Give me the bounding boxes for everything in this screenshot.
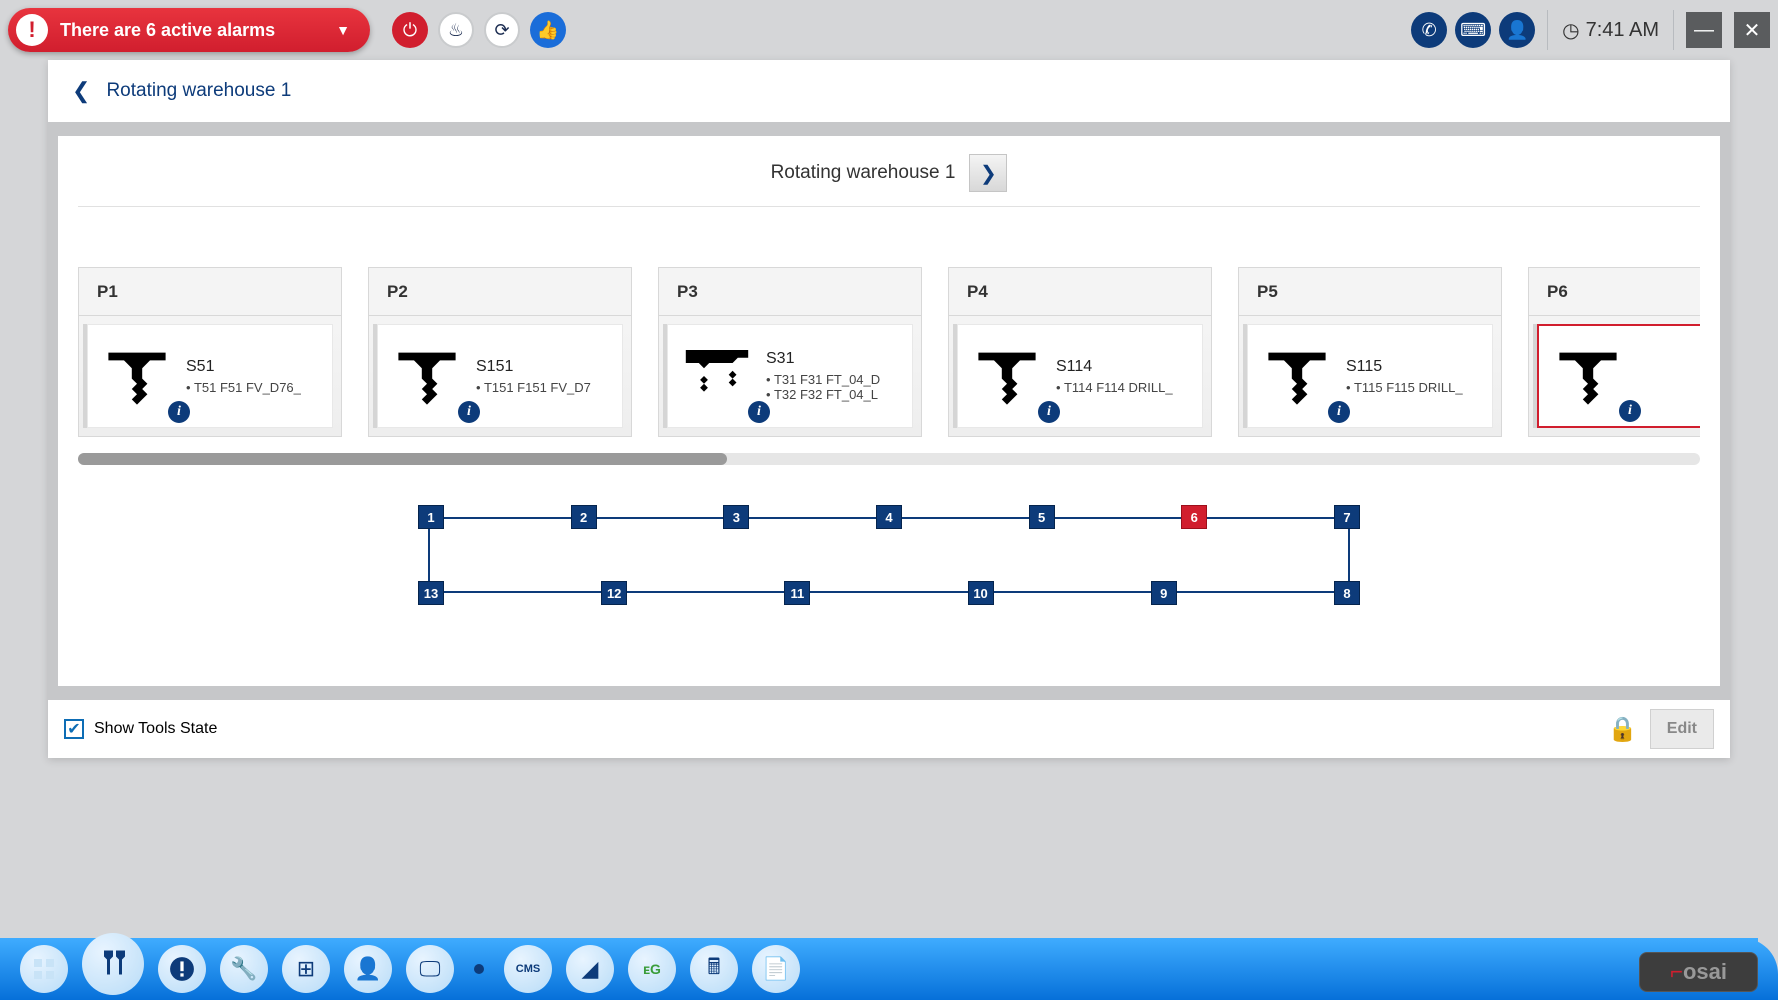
tool-position-label: P3 [659,268,921,316]
phone-button[interactable]: ✆ [1411,12,1447,48]
next-warehouse-button[interactable]: ❯ [969,154,1007,192]
lock-icon: 🔒 [1608,715,1638,744]
tool-card-body: S151 T151 F151 FV_D7i [377,324,623,428]
taskbar-tools-button[interactable] [82,933,144,995]
taskbar-user-button[interactable]: 👤 [344,945,392,993]
tool-detail-line: T51 F51 FV_D76_ [186,380,322,395]
tool-card[interactable]: P1 S51 T51 F51 FV_D76_i [78,267,342,437]
tool-position-label: P1 [79,268,341,316]
tool-position-label: P4 [949,268,1211,316]
tool-card[interactable]: P4 S114 T114 F114 DRILL_i [948,267,1212,437]
edit-button[interactable]: Edit [1650,709,1714,749]
node-diagram: 1234567 1312111098 [418,505,1360,605]
time-text: 7:41 AM [1586,19,1659,42]
alert-icon: ! [16,14,48,46]
taskbar-notes-button[interactable]: 📄 [752,945,800,993]
position-node[interactable]: 10 [968,581,994,605]
horizontal-scrollbar[interactable] [78,453,1700,465]
alarm-banner[interactable]: ! There are 6 active alarms ▼ [8,8,370,52]
chevron-down-icon: ▼ [336,22,350,38]
top-right-group: ✆ ⌨ 👤 ◷ 7:41 AM — ✕ [1411,10,1770,50]
position-node[interactable]: 6 [1181,505,1207,529]
position-node[interactable]: 11 [784,581,810,605]
tool-detail-line: T32 F32 FT_04_L [766,387,902,402]
tool-card-body: S51 T51 F51 FV_D76_i [87,324,333,428]
checkbox-label: Show Tools State [94,720,217,738]
tool-position-label: P6 [1529,268,1700,316]
tool-name: S51 [186,358,322,376]
section-title: Rotating warehouse 1 [771,162,956,184]
info-icon[interactable]: i [168,401,190,423]
brand-logo: ⌐osai [1639,952,1758,992]
tool-name: S151 [476,358,612,376]
position-node[interactable]: 4 [876,505,902,529]
position-node[interactable]: 12 [601,581,627,605]
machine-button[interactable]: ⌨ [1455,12,1491,48]
thumbs-up-button[interactable]: 👍 [530,12,566,48]
taskbar-alert-button[interactable] [158,945,206,993]
tool-card[interactable]: P6 i [1528,267,1700,437]
headset-button[interactable]: ⟳ [484,12,520,48]
taskbar-cms-button[interactable]: CMS [504,945,552,993]
position-node[interactable]: 2 [571,505,597,529]
flame-button[interactable]: ♨ [438,12,474,48]
close-button[interactable]: ✕ [1734,12,1770,48]
tool-position-label: P2 [369,268,631,316]
tool-name: S115 [1346,358,1482,376]
info-icon[interactable]: i [1328,401,1350,423]
tool-card[interactable]: P5 S115 T115 F115 DRILL_i [1238,267,1502,437]
position-node[interactable]: 5 [1029,505,1055,529]
tool-name: S114 [1056,358,1192,376]
taskbar-window-button[interactable]: 🖵 [406,945,454,993]
tool-card-body: S31 T31 F31 FT_04_DT32 F32 FT_04_Li [667,324,913,428]
taskbar-eg-button[interactable]: ᴇG [628,945,676,993]
position-node[interactable]: 7 [1334,505,1360,529]
main-card: ❮ Rotating warehouse 1 Rotating warehous… [48,60,1730,758]
info-icon[interactable]: i [748,401,770,423]
breadcrumb: ❮ Rotating warehouse 1 [48,60,1730,122]
alarm-text: There are 6 active alarms [60,20,275,41]
info-icon[interactable]: i [1038,401,1060,423]
tool-row: P1 S51 T51 F51 FV_D76_i P2 S151 T151 F151 FV_… [78,267,1700,453]
minimize-button[interactable]: — [1686,12,1722,48]
tool-name: S31 [766,350,902,368]
tool-card[interactable]: P2 S151 T151 F151 FV_D7i [368,267,632,437]
status-bar: ✔ Show Tools State 🔒 Edit [48,700,1730,758]
tool-card[interactable]: P3 S31 T31 F31 FT_04_DT32 F32 FT_04_Li [658,267,922,437]
taskbar-app1-button[interactable]: ◢ [566,945,614,993]
tool-detail-line: T31 F31 FT_04_D [766,372,902,387]
position-node[interactable]: 3 [723,505,749,529]
position-node[interactable]: 13 [418,581,444,605]
position-node[interactable]: 8 [1334,581,1360,605]
tool-position-label: P5 [1239,268,1501,316]
show-tools-state-checkbox[interactable]: ✔ [64,719,84,739]
taskbar-grid-button[interactable] [20,945,68,993]
power-button[interactable]: ⏻ [392,12,428,48]
back-button[interactable]: ❮ [72,78,90,104]
info-icon[interactable]: i [1619,400,1641,422]
taskbar-wrench-button[interactable]: 🔧 [220,945,268,993]
section-header: Rotating warehouse 1 ❯ [78,154,1700,207]
taskbar-separator [474,964,484,974]
tool-detail-line: T151 F151 FV_D7 [476,380,612,395]
tool-detail-line: T114 F114 DRILL_ [1056,380,1192,395]
clock-display: ◷ 7:41 AM [1547,10,1674,50]
tool-detail-line: T115 F115 DRILL_ [1346,380,1482,395]
position-node[interactable]: 1 [418,505,444,529]
taskbar-calc-button[interactable]: 🖩 [690,945,738,993]
tool-card-body: S115 T115 F115 DRILL_i [1247,324,1493,428]
top-icon-group-left: ⏻ ♨ ⟳ 👍 [392,12,566,48]
position-node[interactable]: 9 [1151,581,1177,605]
clock-icon: ◷ [1562,18,1579,43]
tool-card-body: i [1537,324,1700,428]
scrollbar-thumb[interactable] [78,453,727,465]
breadcrumb-title: Rotating warehouse 1 [106,80,291,102]
taskbar-layout-button[interactable]: ⊞ [282,945,330,993]
taskbar: 🔧 ⊞ 👤 🖵 CMS ◢ ᴇG 🖩 📄 ⌐osai [0,938,1778,1000]
tool-card-body: S114 T114 F114 DRILL_i [957,324,1203,428]
top-bar: ! There are 6 active alarms ▼ ⏻ ♨ ⟳ 👍 ✆ … [0,0,1778,60]
info-icon[interactable]: i [458,401,480,423]
user-button[interactable]: 👤 [1499,12,1535,48]
